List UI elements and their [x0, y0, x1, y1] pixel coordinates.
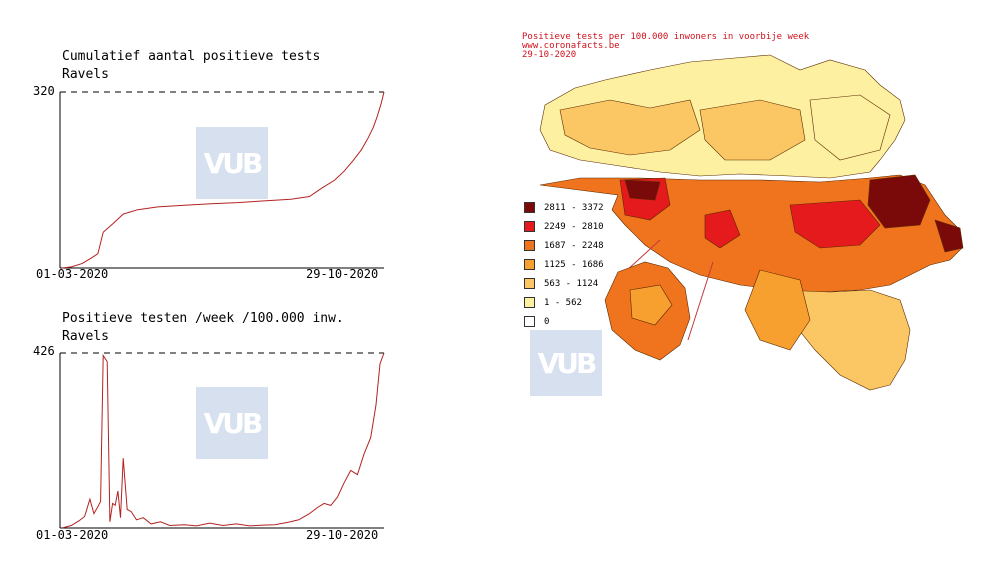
- map-title: Positieve tests per 100.000 inwoners in …: [522, 32, 810, 42]
- legend-item: 1687 - 2248: [524, 236, 604, 255]
- map-region-eupen: [934, 219, 964, 253]
- legend-swatch: [524, 278, 535, 289]
- map-date: 29-10-2020: [522, 50, 577, 60]
- legend-label: 563 - 1124: [544, 278, 599, 289]
- map-region-mouscron: [624, 179, 661, 201]
- chart1-series-line: [61, 91, 385, 269]
- chart2-title: Positieve testen /week /100.000 inw.: [62, 311, 344, 326]
- legend-swatch: [524, 202, 535, 213]
- map-region-namur: [744, 269, 811, 351]
- inset-leader-left: [624, 239, 661, 273]
- legend-item: 563 - 1124: [524, 274, 604, 293]
- map-watermark: VUB: [530, 330, 602, 396]
- chart1-xstart-label: 01-03-2020: [36, 267, 109, 281]
- chart1-ymax-label: 320: [33, 84, 55, 98]
- legend-swatch: [524, 297, 535, 308]
- legend-item: 1 - 562: [524, 293, 604, 312]
- chart1-xend-label: 29-10-2020: [306, 267, 379, 281]
- map-legend: 2811 - 3372 2249 - 2810 1687 - 2248 1125 - …: [524, 198, 604, 331]
- legend-label: 1125 - 1686: [544, 259, 604, 270]
- chart2-xstart-label: 01-03-2020: [36, 528, 109, 542]
- map-region-hainaut-east: [704, 209, 741, 249]
- legend-swatch: [524, 259, 535, 270]
- map-region-antwerp: [699, 99, 806, 161]
- chart2-ymax-label: 426: [33, 344, 55, 358]
- legend-label: 1 - 562: [544, 297, 582, 308]
- legend-swatch: [524, 221, 535, 232]
- chart2-subtitle: Ravels: [62, 329, 109, 344]
- map-region-limburg: [809, 94, 891, 161]
- chart1-watermark: VUB: [196, 127, 268, 199]
- chart2-series-line: [61, 352, 385, 529]
- legend-label: 1687 - 2248: [544, 240, 604, 251]
- map-region-liege-west: [789, 199, 881, 249]
- legend-label: 0: [544, 316, 550, 327]
- legend-swatch: [524, 240, 535, 251]
- map-source: www.coronafacts.be: [522, 41, 620, 51]
- chart2-watermark: VUB: [196, 387, 268, 459]
- chart2-xend-label: 29-10-2020: [306, 528, 379, 542]
- chart1-title: Cumulatief aantal positieve tests: [62, 49, 321, 64]
- map-region-west-flanders: [559, 99, 701, 156]
- legend-item: 2249 - 2810: [524, 217, 604, 236]
- map-region-brussels-inner: [629, 284, 673, 326]
- belgium-map: [539, 54, 964, 391]
- legend-label: 2249 - 2810: [544, 221, 604, 232]
- chart1-subtitle: Ravels: [62, 67, 109, 82]
- map-header: Positieve tests per 100.000 inwoners in …: [522, 33, 809, 60]
- legend-label: 2811 - 3372: [544, 202, 604, 213]
- legend-item: 2811 - 3372: [524, 198, 604, 217]
- legend-item: 0: [524, 312, 604, 331]
- inset-leader-right: [687, 261, 714, 341]
- map-region-liege-hot: [867, 174, 931, 229]
- legend-swatch: [524, 316, 535, 327]
- legend-item: 1125 - 1686: [524, 255, 604, 274]
